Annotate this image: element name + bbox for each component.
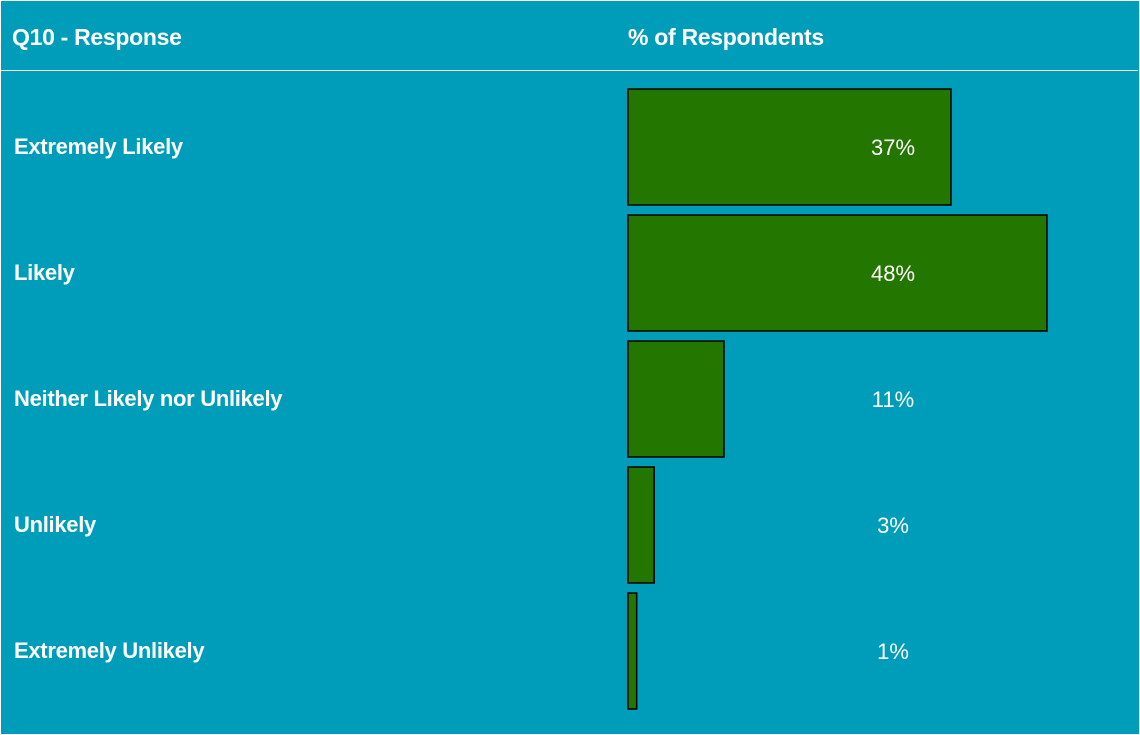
category-label: Likely	[14, 260, 75, 285]
response-column-header: Q10 - Response	[12, 24, 182, 50]
category-label: Neither Likely nor Unlikely	[14, 386, 283, 411]
bar-value-label: 11%	[872, 387, 914, 412]
bar-value-label: 3%	[877, 513, 909, 538]
category-label: Extremely Likely	[14, 134, 183, 159]
bar-value-label: 37%	[871, 135, 915, 160]
table-header: Q10 - Response % of Respondents	[0, 0, 1138, 71]
bar	[627, 466, 655, 584]
respondents-column-header: % of Respondents	[628, 24, 824, 50]
bar-value-label: 1%	[877, 639, 909, 664]
bar-value-label: 48%	[871, 261, 915, 286]
bar	[627, 88, 952, 206]
bar	[627, 340, 725, 458]
category-label: Extremely Unlikely	[14, 638, 205, 663]
bar	[627, 592, 638, 710]
category-label: Unlikely	[14, 512, 96, 537]
bar	[627, 214, 1048, 332]
